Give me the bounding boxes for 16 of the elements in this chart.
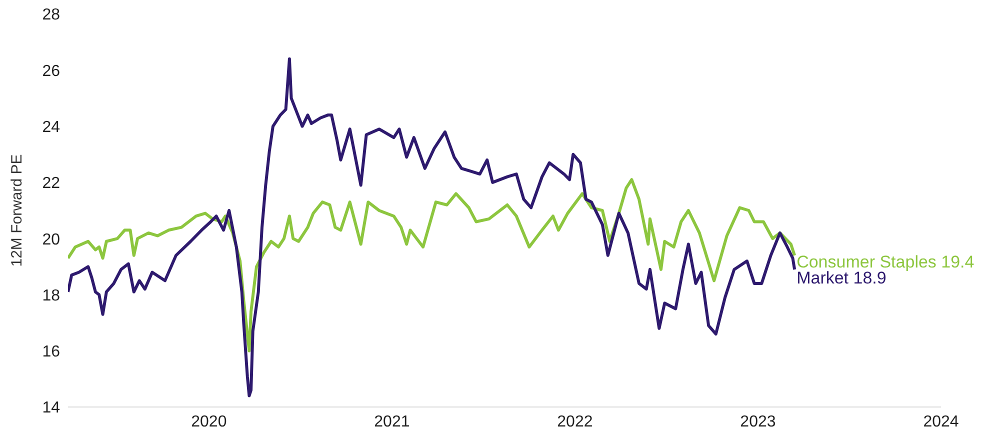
y-tick-label: 14 [42,400,60,417]
y-tick-label: 22 [42,175,60,192]
x-tick-label: 2020 [191,413,227,429]
line-series [68,57,796,398]
x-tick-label: 2022 [557,413,593,429]
y-axis-title: 12M Forward PE [8,154,26,267]
x-tick-label: 2021 [374,413,410,429]
y-tick-label: 28 [42,6,60,24]
x-tick-label: 2023 [740,413,776,429]
y-tick-label: 18 [42,287,60,304]
line-series [68,178,796,352]
y-tick-label: 20 [42,231,60,248]
y-tick-label: 16 [42,344,60,361]
y-tick-label: 26 [42,62,60,80]
y-tick-label: 24 [42,118,60,136]
x-tick-label: 2024 [923,413,959,429]
